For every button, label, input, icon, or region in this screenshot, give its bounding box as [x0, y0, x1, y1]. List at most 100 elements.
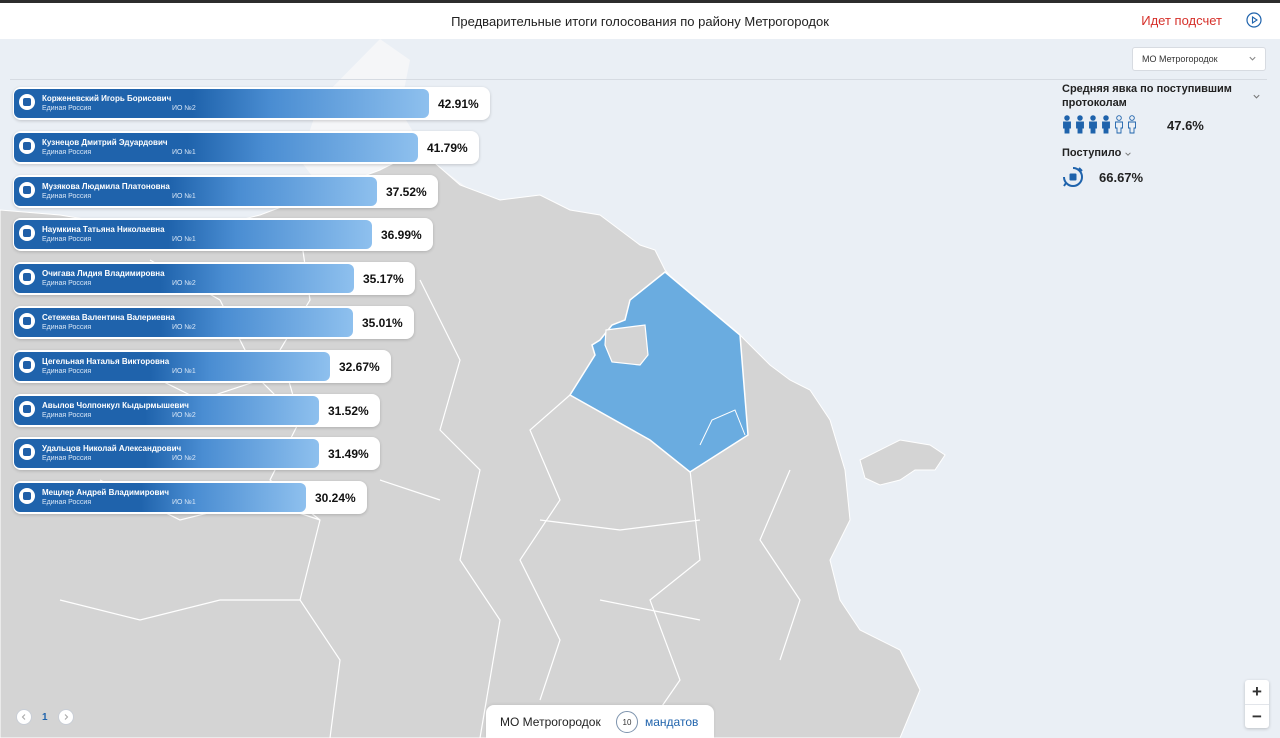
candidate-percent: 37.52% — [386, 184, 427, 199]
party-logo-icon — [19, 313, 35, 329]
candidate-name: Сетежева Валентина Валериевна — [42, 313, 175, 322]
candidate-bar — [14, 220, 372, 250]
party-logo-icon — [19, 356, 35, 373]
candidate-percent: 30.24% — [315, 491, 356, 506]
page-number[interactable]: 1 — [42, 711, 48, 723]
candidate-bar — [14, 395, 319, 425]
candidate-card[interactable]: Наумкина Татьяна Николаевна Единая Россия… — [13, 218, 433, 252]
party-logo-icon — [19, 94, 35, 110]
zoom-in-button[interactable]: + — [1252, 682, 1262, 701]
chevron-left-icon — [21, 714, 26, 720]
divider — [10, 79, 1267, 80]
header: Предварительные итоги голосования по рай… — [0, 3, 1280, 39]
candidate-district: ИО №1 — [172, 192, 196, 200]
top-strip — [0, 0, 1280, 3]
candidate-percent: 32.67% — [339, 359, 380, 374]
candidate-district: ИО №2 — [172, 455, 196, 463]
candidate-name: Кузнецов Дмитрий Эдуардович — [42, 137, 168, 147]
candidate-percent: 35.01% — [362, 316, 403, 330]
candidate-card[interactable]: Музякова Людмила Платоновна Единая Россия… — [13, 174, 438, 208]
party-logo-icon — [19, 225, 35, 242]
candidate-percent: 42.91% — [438, 97, 479, 111]
zoom-out-button[interactable]: − — [1245, 704, 1269, 728]
candidate-party: Единая Россия — [42, 236, 92, 244]
zoom-control: + − — [1245, 680, 1269, 728]
candidate-name: Удальцов Николай Александрович — [42, 444, 182, 454]
person-icon — [1089, 115, 1097, 134]
candidate-percent: 41.79% — [427, 140, 468, 155]
party-logo-icon — [19, 137, 35, 154]
turnout-label: Средняя явка по поступившим протоколам — [1062, 83, 1232, 109]
person-icon — [1102, 115, 1110, 134]
candidate-card[interactable]: Сетежева Валентина Валериевна Единая Росс… — [13, 306, 414, 339]
candidate-name: Мещлер Андрей Владимирович — [42, 488, 169, 498]
candidate-card[interactable]: Кузнецов Дмитрий Эдуардович Единая Россия… — [13, 130, 479, 164]
play-icon[interactable] — [1246, 12, 1262, 28]
stats-panel: Средняя явка по поступившим протоколам 4… — [1062, 82, 1262, 187]
candidate-district: ИО №1 — [172, 236, 196, 244]
candidate-district: ИО №1 — [172, 367, 196, 375]
candidate-district: ИО №2 — [172, 280, 196, 288]
candidate-percent: 36.99% — [381, 228, 422, 243]
candidate-card[interactable]: Очигава Лидия Владимировна Единая Россия И… — [13, 262, 415, 296]
candidate-card[interactable]: Мещлер Андрей Владимирович Единая Россия И… — [13, 481, 367, 515]
district-select[interactable]: МО Метрогородок — [1132, 47, 1266, 71]
candidate-bar — [14, 89, 429, 118]
person-icon — [1063, 115, 1071, 134]
prev-page-button[interactable] — [16, 709, 32, 725]
party-logo-icon — [19, 400, 35, 417]
mo-name: МО Метрогородок — [500, 715, 601, 729]
candidate-card[interactable]: Авылов Чолпонкул Кыдырмышевич Единая Росс… — [13, 393, 380, 427]
candidate-percent: 31.49% — [328, 447, 369, 462]
candidate-card[interactable]: Цегельная Наталья Викторовна Единая Росси… — [13, 349, 391, 383]
chevron-right-icon — [64, 714, 68, 720]
protocols-received-icon — [1063, 167, 1083, 187]
candidate-name: Очигава Лидия Владимировна — [42, 269, 165, 279]
person-icon — [1128, 115, 1136, 134]
candidate-name: Музякова Людмила Платоновна — [42, 181, 170, 191]
candidate-district: ИО №2 — [172, 324, 196, 331]
candidate-district: ИО №1 — [172, 499, 196, 507]
candidate-bar — [14, 439, 319, 469]
candidate-party: Единая Россия — [42, 105, 92, 112]
next-page-button[interactable] — [57, 709, 74, 725]
party-logo-icon — [19, 181, 35, 198]
chevron-down-icon[interactable] — [1252, 92, 1261, 101]
turnout-value: 47.6% — [1167, 118, 1204, 133]
candidate-bar — [14, 264, 354, 294]
chevron-down-icon — [1249, 56, 1256, 61]
candidate-district: ИО №1 — [172, 148, 196, 156]
candidate-district: ИО №2 — [172, 411, 196, 419]
candidate-bar — [14, 308, 353, 337]
candidate-name: Цегельная Наталья Викторовна — [42, 356, 170, 366]
candidate-card[interactable]: Удальцов Николай Александрович Единая Рос… — [13, 437, 380, 471]
candidate-party: Единая Россия — [42, 192, 92, 200]
candidate-district: ИО №2 — [172, 105, 196, 112]
counting-status: Идет подсчет — [1141, 13, 1222, 28]
candidate-bar — [14, 351, 330, 381]
mandates-panel: МО Метрогородок 10 мандатов — [486, 705, 714, 738]
candidate-name: Наумкина Татьяна Николаевна — [42, 225, 165, 235]
district-select-value: МО Метрогородок — [1142, 54, 1218, 64]
candidate-party: Единая Россия — [42, 455, 92, 463]
party-logo-icon — [19, 444, 35, 461]
chevron-down-icon[interactable] — [1124, 150, 1132, 158]
candidate-party: Единая Россия — [42, 499, 92, 507]
candidate-name: Авылов Чолпонкул Кыдырмышевич — [42, 400, 189, 410]
candidate-party: Единая Россия — [42, 367, 92, 375]
party-logo-icon — [19, 488, 35, 505]
candidate-bar — [14, 483, 306, 513]
mandates-count: 10 — [616, 711, 638, 733]
selected-district[interactable] — [568, 271, 749, 473]
received-value: 66.67% — [1099, 170, 1144, 185]
mandates-label: мандатов — [645, 715, 699, 729]
page-title: Предварительные итоги голосования по рай… — [451, 13, 829, 29]
pager: 1 — [16, 709, 74, 725]
candidate-percent: 35.17% — [363, 272, 404, 287]
candidate-party: Единая Россия — [42, 280, 92, 288]
candidate-card[interactable]: Корженевский Игорь Борисович Единая Росси… — [13, 87, 490, 120]
candidate-party: Единая Россия — [42, 148, 92, 156]
candidate-bar — [14, 132, 418, 162]
person-icon — [1115, 115, 1123, 134]
candidate-name: Корженевский Игорь Борисович — [42, 94, 172, 103]
